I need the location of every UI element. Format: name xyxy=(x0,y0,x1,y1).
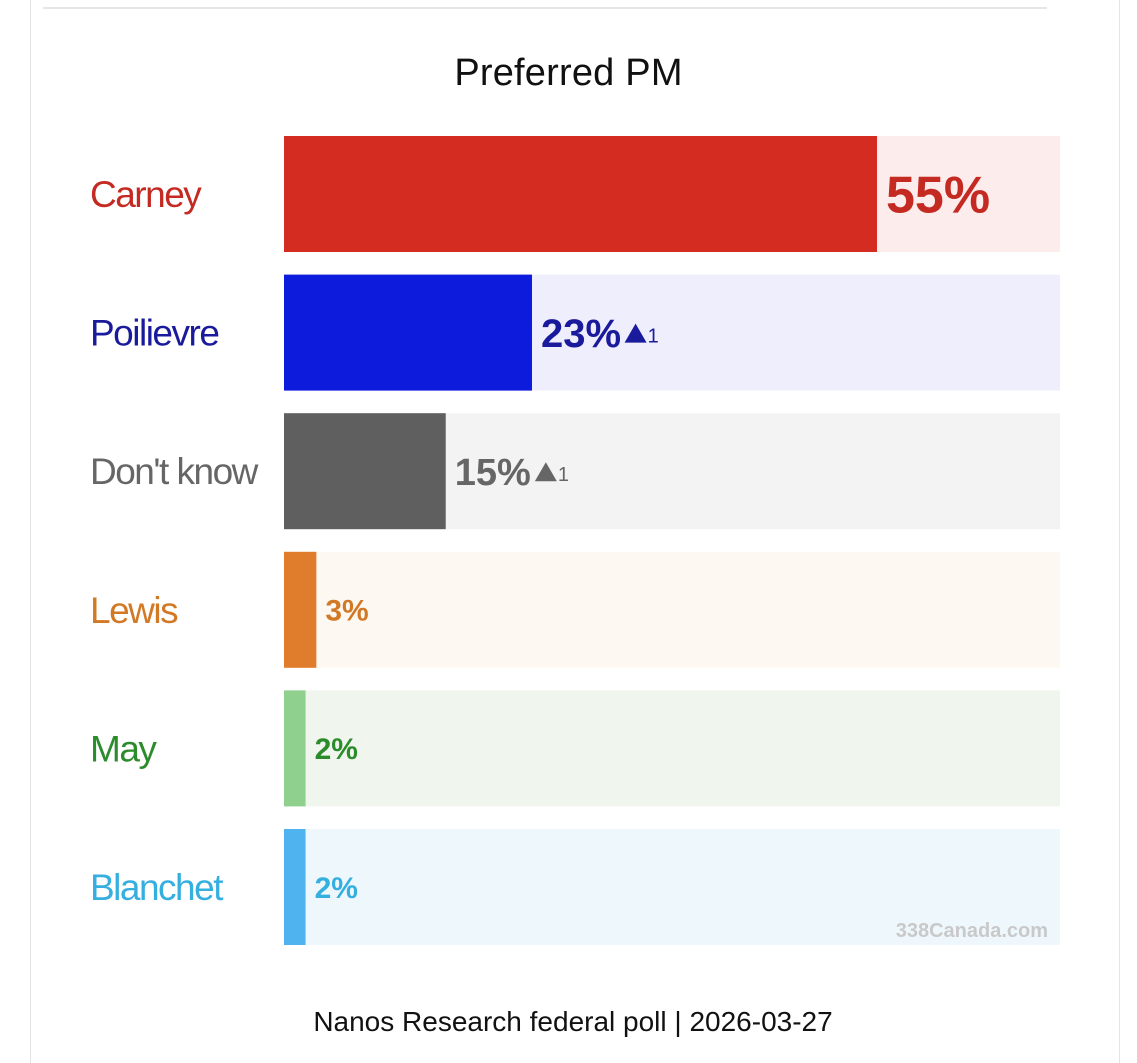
category-label: May xyxy=(90,728,157,769)
value-label: 23% xyxy=(541,312,621,356)
change-label: 1 xyxy=(648,326,659,348)
bar-track xyxy=(284,690,1060,807)
bar xyxy=(284,413,446,530)
bar-track xyxy=(284,551,1060,668)
bar xyxy=(284,136,877,252)
bar xyxy=(284,690,306,807)
value-label: 2% xyxy=(315,733,358,766)
increase-arrow-icon xyxy=(534,462,557,482)
increase-arrow-icon xyxy=(624,323,647,343)
value-label: 55% xyxy=(886,167,990,225)
category-label: Blanchet xyxy=(90,867,224,908)
change-label: 1 xyxy=(558,464,569,486)
value-label: 2% xyxy=(315,872,358,905)
category-label: Lewis xyxy=(90,590,178,631)
category-label: Carney xyxy=(90,174,202,215)
bars-layer: Carney 55% Poilievre 23% 1 Don't know 15% 1 Lewi… xyxy=(90,136,1060,945)
category-label: Poilievre xyxy=(90,313,218,354)
bar xyxy=(284,829,306,945)
footer-source: Nanos Research federal poll | 2026-03-27 xyxy=(313,1006,833,1037)
chart-title: Preferred PM xyxy=(454,52,683,94)
value-label: 3% xyxy=(325,595,368,628)
category-label: Don't know xyxy=(90,451,259,492)
bar-track xyxy=(284,829,1060,945)
top-divider xyxy=(43,7,1047,9)
value-label: 15% xyxy=(455,452,531,494)
bar xyxy=(284,551,317,668)
watermark-text: 338Canada.com xyxy=(896,920,1048,942)
bar xyxy=(284,274,532,391)
